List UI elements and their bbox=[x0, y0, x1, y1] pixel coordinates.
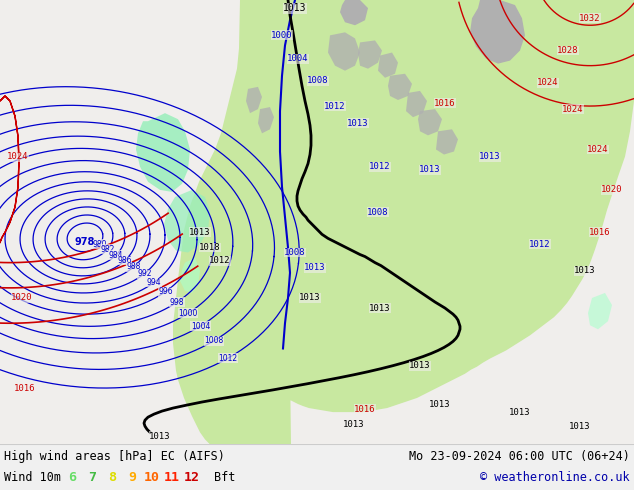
Text: 992: 992 bbox=[137, 269, 152, 278]
Text: 1012: 1012 bbox=[219, 354, 238, 363]
Text: 994: 994 bbox=[147, 278, 162, 287]
Text: 1013: 1013 bbox=[410, 361, 430, 370]
Text: 1024: 1024 bbox=[562, 104, 584, 114]
Polygon shape bbox=[418, 109, 442, 135]
Polygon shape bbox=[470, 0, 525, 64]
Text: 7: 7 bbox=[88, 470, 96, 484]
Text: 1012: 1012 bbox=[209, 256, 231, 265]
Text: 1013: 1013 bbox=[283, 3, 307, 13]
Polygon shape bbox=[180, 258, 200, 293]
Text: 996: 996 bbox=[158, 287, 172, 296]
Polygon shape bbox=[588, 293, 612, 329]
Polygon shape bbox=[340, 0, 368, 25]
Text: 988: 988 bbox=[127, 262, 141, 271]
Text: 10: 10 bbox=[144, 470, 160, 484]
Text: 1020: 1020 bbox=[11, 294, 33, 302]
Text: 1004: 1004 bbox=[191, 321, 210, 331]
Text: 1024: 1024 bbox=[537, 78, 559, 87]
Text: 6: 6 bbox=[68, 470, 76, 484]
Text: 1000: 1000 bbox=[179, 309, 198, 318]
Text: 1013: 1013 bbox=[347, 119, 369, 128]
Polygon shape bbox=[378, 52, 398, 78]
Text: 982: 982 bbox=[100, 245, 115, 254]
Text: 1016: 1016 bbox=[589, 228, 611, 237]
Text: 1020: 1020 bbox=[601, 185, 623, 195]
Text: 1013: 1013 bbox=[149, 432, 171, 441]
Text: 12: 12 bbox=[184, 470, 200, 484]
Text: 1032: 1032 bbox=[579, 14, 601, 23]
Text: 980: 980 bbox=[93, 240, 107, 249]
Text: Mo 23-09-2024 06:00 UTC (06+24): Mo 23-09-2024 06:00 UTC (06+24) bbox=[409, 450, 630, 463]
Text: High wind areas [hPa] EC (AIFS): High wind areas [hPa] EC (AIFS) bbox=[4, 450, 225, 463]
Text: 1013: 1013 bbox=[419, 165, 441, 174]
Text: 1016: 1016 bbox=[434, 98, 456, 107]
Text: 1013: 1013 bbox=[299, 294, 321, 302]
Text: 1012: 1012 bbox=[369, 162, 391, 171]
Text: 1013: 1013 bbox=[509, 408, 531, 416]
Text: 1008: 1008 bbox=[284, 248, 306, 257]
Text: 1008: 1008 bbox=[307, 76, 329, 85]
Text: 986: 986 bbox=[117, 256, 132, 265]
Text: 1016: 1016 bbox=[354, 405, 376, 414]
Polygon shape bbox=[436, 129, 458, 154]
Text: 1013: 1013 bbox=[429, 399, 451, 409]
Text: 1013: 1013 bbox=[304, 263, 326, 272]
Polygon shape bbox=[406, 91, 427, 117]
Text: 1013: 1013 bbox=[343, 420, 365, 429]
Text: 1013: 1013 bbox=[190, 228, 210, 237]
Polygon shape bbox=[0, 0, 634, 444]
Polygon shape bbox=[258, 107, 274, 133]
Polygon shape bbox=[173, 0, 634, 444]
Text: 978: 978 bbox=[75, 238, 95, 247]
Text: 1013: 1013 bbox=[479, 152, 501, 161]
Text: 1008: 1008 bbox=[367, 208, 389, 217]
Text: 1024: 1024 bbox=[587, 145, 609, 154]
Text: 1013: 1013 bbox=[369, 304, 391, 313]
Text: 1018: 1018 bbox=[199, 243, 221, 252]
Text: 1004: 1004 bbox=[287, 54, 309, 63]
Text: 9: 9 bbox=[128, 470, 136, 484]
Text: 8: 8 bbox=[108, 470, 116, 484]
Text: 1013: 1013 bbox=[574, 266, 596, 275]
Text: 11: 11 bbox=[164, 470, 180, 484]
Text: 1028: 1028 bbox=[557, 46, 579, 55]
Text: Bft: Bft bbox=[214, 470, 235, 484]
Text: 1008: 1008 bbox=[204, 337, 223, 345]
Polygon shape bbox=[164, 190, 210, 252]
Text: 984: 984 bbox=[109, 250, 123, 260]
Text: 1012: 1012 bbox=[529, 240, 551, 249]
Polygon shape bbox=[246, 87, 262, 113]
Text: 1016: 1016 bbox=[14, 384, 36, 393]
Text: 998: 998 bbox=[170, 297, 184, 307]
Text: 1012: 1012 bbox=[324, 101, 346, 111]
Text: Wind 10m: Wind 10m bbox=[4, 470, 61, 484]
Text: © weatheronline.co.uk: © weatheronline.co.uk bbox=[481, 470, 630, 484]
Text: 1024: 1024 bbox=[7, 152, 29, 161]
Text: 1013: 1013 bbox=[569, 422, 591, 431]
Polygon shape bbox=[136, 113, 190, 192]
Polygon shape bbox=[388, 74, 412, 100]
Polygon shape bbox=[358, 40, 382, 69]
Polygon shape bbox=[328, 32, 360, 71]
Text: 1000: 1000 bbox=[271, 31, 293, 40]
